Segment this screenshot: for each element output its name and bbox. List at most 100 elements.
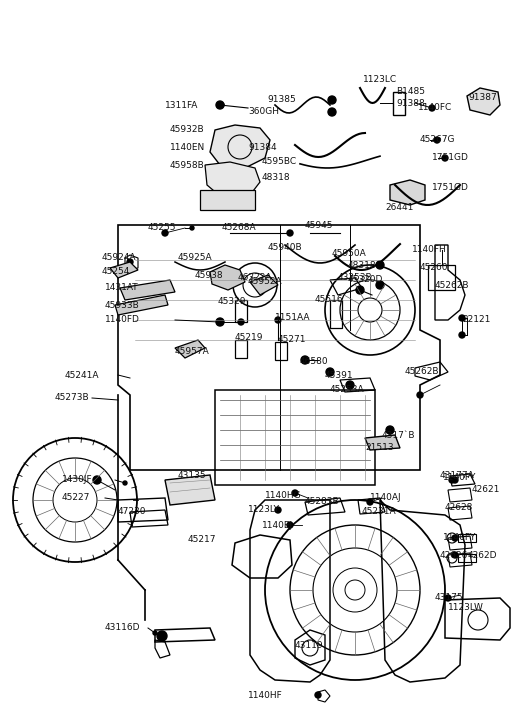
Text: 42628: 42628 [445, 504, 473, 513]
Circle shape [220, 103, 224, 107]
Text: 45273B: 45273B [55, 393, 90, 403]
Text: 45957A: 45957A [175, 348, 210, 356]
Text: 45950A: 45950A [332, 249, 367, 257]
Circle shape [190, 226, 194, 230]
Circle shape [218, 320, 222, 324]
Text: 1311FA: 1311FA [165, 100, 199, 110]
Text: 46322A: 46322A [238, 273, 272, 283]
Text: 45241A: 45241A [65, 371, 99, 379]
Text: 1123LY: 1123LY [248, 505, 280, 515]
Circle shape [287, 230, 293, 236]
Bar [200, 190, 255, 210]
Text: 45329: 45329 [218, 297, 246, 307]
Text: 4317`B: 4317`B [382, 430, 415, 440]
Bar [235, 340, 247, 358]
Polygon shape [365, 435, 400, 450]
Text: 91388: 91388 [396, 98, 425, 108]
Bar [458, 554, 476, 562]
Circle shape [459, 315, 465, 321]
Text: 1140EJ: 1140EJ [262, 521, 293, 529]
Text: 45932B: 45932B [170, 126, 204, 134]
Bar [330, 300, 342, 328]
Circle shape [328, 108, 336, 116]
Bar [458, 534, 476, 542]
Text: 1140HF: 1140HF [248, 691, 282, 699]
Circle shape [429, 105, 435, 111]
Text: 1140EN: 1140EN [170, 143, 205, 153]
Text: 48318: 48318 [262, 174, 290, 182]
Text: 4262D: 4262D [468, 550, 498, 560]
Text: 22121: 22121 [462, 316, 490, 324]
Bar [215, 390, 375, 485]
Text: 1140FY: 1140FY [443, 534, 476, 542]
Circle shape [127, 259, 133, 265]
Text: 45255: 45255 [148, 223, 176, 233]
Circle shape [93, 476, 101, 484]
Circle shape [452, 535, 458, 541]
Circle shape [301, 356, 309, 364]
Text: 4595BC: 4595BC [262, 158, 297, 166]
Text: 1751GD: 1751GD [432, 153, 469, 163]
Text: 46580: 46580 [300, 358, 329, 366]
Text: 360GH: 360GH [248, 108, 279, 116]
Text: 45217: 45217 [188, 536, 217, 545]
Circle shape [386, 426, 394, 434]
Text: 1140HG: 1140HG [265, 491, 302, 499]
Text: 45952A: 45952A [248, 278, 282, 286]
Text: 91387: 91387 [468, 92, 496, 102]
Text: 1140FY: 1140FY [443, 473, 476, 483]
Text: 91384: 91384 [248, 143, 277, 153]
Text: 42626: 42626 [440, 550, 468, 560]
Circle shape [449, 477, 455, 483]
Bar [275, 342, 287, 360]
Text: B1485: B1485 [396, 87, 425, 97]
Text: 45260: 45260 [420, 263, 449, 273]
Text: 45320D: 45320D [348, 276, 383, 284]
Text: 45262B: 45262B [435, 281, 469, 289]
Text: 45933B: 45933B [105, 300, 140, 310]
Text: 45253A: 45253A [330, 385, 365, 395]
Circle shape [445, 595, 451, 601]
Circle shape [326, 368, 334, 376]
Text: 1151AA: 1151AA [275, 313, 311, 323]
Circle shape [315, 692, 321, 698]
Text: 21513: 21513 [365, 443, 393, 452]
Circle shape [434, 137, 440, 143]
Polygon shape [115, 295, 168, 315]
Circle shape [367, 499, 373, 505]
Polygon shape [467, 88, 500, 115]
Circle shape [123, 481, 127, 485]
Text: 1123LC: 1123LC [363, 76, 397, 84]
Text: 45938: 45938 [195, 270, 224, 279]
Polygon shape [210, 265, 245, 290]
Circle shape [376, 281, 384, 289]
Text: 42621: 42621 [472, 486, 500, 494]
Circle shape [287, 522, 293, 528]
Text: 45268A: 45268A [222, 223, 256, 233]
Polygon shape [210, 125, 270, 168]
Text: 1123LW: 1123LW [448, 603, 484, 613]
Circle shape [452, 552, 458, 558]
Text: 45945: 45945 [305, 220, 333, 230]
Circle shape [216, 318, 224, 326]
Text: 91385: 91385 [267, 95, 296, 105]
Text: 43119: 43119 [295, 640, 323, 649]
Text: 26441: 26441 [385, 204, 413, 212]
Text: 43253B: 43253B [338, 273, 373, 283]
Text: 1140FC: 1140FC [418, 103, 452, 113]
Text: 45219: 45219 [235, 334, 263, 342]
Circle shape [376, 261, 384, 269]
Text: 1140FD: 1140FD [105, 316, 140, 324]
Text: 43177A: 43177A [440, 470, 475, 480]
Circle shape [153, 631, 157, 635]
Circle shape [459, 332, 465, 338]
Polygon shape [390, 180, 425, 205]
Circle shape [292, 490, 298, 496]
Circle shape [238, 319, 244, 325]
Circle shape [442, 155, 448, 161]
Circle shape [157, 631, 167, 641]
Text: 45262B: 45262B [405, 368, 440, 377]
Text: 1431AT: 1431AT [105, 284, 139, 292]
Text: 1430JF: 1430JF [62, 475, 92, 484]
Circle shape [216, 101, 224, 109]
